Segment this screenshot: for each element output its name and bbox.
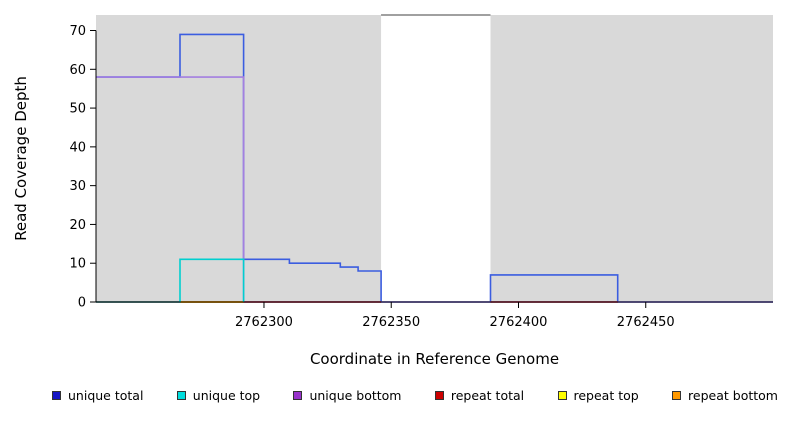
- series-line-unique-total: [96, 33, 773, 303]
- coverage-chart-svg: 2762300 2762350 2762400 2762450 0 10 20 30 40 50 6…: [12, 14, 773, 368]
- legend-item-repeat-total: repeat total: [434, 388, 525, 403]
- x-tick-label: 2762350: [362, 315, 420, 330]
- legend-label: unique top: [192, 388, 261, 403]
- legend-swatch-icon: [672, 391, 682, 400]
- coverage-plot: 2762300 2762350 2762400 2762450 0 10 20 30 40 50 6…: [12, 14, 773, 368]
- legend-label: unique total: [68, 388, 144, 403]
- legend-item-repeat-top: repeat top: [557, 388, 639, 403]
- legend-swatch-icon: [557, 391, 567, 400]
- legend-item-repeat-bottom: repeat bottom: [672, 388, 778, 403]
- y-tick-label: 50: [69, 102, 86, 117]
- legend-swatch-icon: [52, 391, 61, 400]
- legend-swatch-icon: [176, 391, 186, 400]
- legend-swatch-icon: [293, 391, 303, 400]
- legend-label: repeat top: [573, 388, 639, 403]
- x-tick-label: 2762450: [617, 315, 675, 330]
- uncovered-gap-region: [381, 15, 491, 302]
- y-tick-label: 30: [69, 179, 86, 194]
- legend-label: repeat bottom: [688, 388, 778, 403]
- y-tick-label: 60: [69, 63, 86, 78]
- x-tick-label: 2762300: [235, 315, 293, 330]
- x-axis-title: Coordinate in Reference Genome: [310, 350, 559, 368]
- y-tick-label: 20: [69, 218, 86, 233]
- legend-swatch-icon: [434, 391, 444, 400]
- y-tick-label: 0: [78, 296, 86, 311]
- y-tick-label: 40: [69, 140, 86, 155]
- x-tick-label: 2762400: [490, 315, 548, 330]
- legend-item-unique-total: unique total: [52, 388, 143, 403]
- y-tick-label: 70: [69, 24, 86, 39]
- y-axis-title: Read Coverage Depth: [12, 76, 30, 241]
- legend: unique total unique top unique bottom repea…: [0, 378, 792, 403]
- legend-item-unique-bottom: unique bottom: [293, 388, 402, 403]
- y-tick-label: 10: [69, 257, 86, 272]
- legend-item-unique-top: unique top: [176, 388, 261, 403]
- legend-label: unique bottom: [309, 388, 402, 403]
- legend-label: repeat total: [450, 388, 525, 403]
